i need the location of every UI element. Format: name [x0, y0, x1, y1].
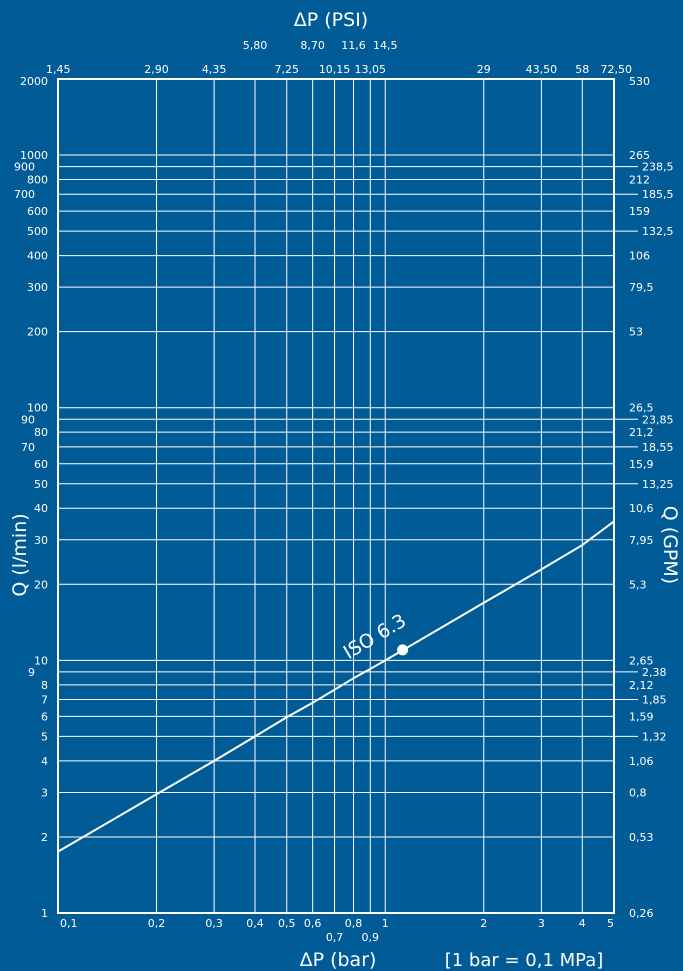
x-top-tick-label: 13,05 [355, 63, 387, 76]
x-bottom-tick-label: 0,6 [304, 917, 322, 930]
y-left-tick-label: 30 [34, 534, 48, 547]
y-left-tick-label: 60 [34, 458, 48, 471]
y-left-tick-label: 700 [14, 188, 35, 201]
series-label-iso-6-3: ISO 6.3 [340, 610, 410, 664]
x-axis-top-title: ΔP (PSI) [294, 9, 368, 31]
y-right-tick-label: 18,55 [642, 441, 674, 454]
x-bottom-tick-label: 0,8 [345, 917, 363, 930]
y-left-tick-label: 1000 [20, 149, 48, 162]
y-right-tick-label: 79,5 [629, 281, 654, 294]
grid-lines [57, 78, 638, 914]
y-right-tick-label: 2,38 [642, 666, 667, 679]
y-right-tick-label: 185,5 [642, 188, 674, 201]
y-right-tick-label: 2,65 [629, 654, 654, 667]
y-left-tick-label: 50 [34, 478, 48, 491]
y-right-tick-label: 1,85 [642, 693, 667, 706]
y-left-tick-label: 40 [34, 502, 48, 515]
x-bottom-tick-label: 0,4 [246, 917, 264, 930]
y-left-tick-label: 400 [27, 250, 48, 263]
y-left-tick-label: 9 [28, 666, 35, 679]
y-right-tick-label: 1,06 [629, 755, 654, 768]
y-left-tick-label: 800 [27, 174, 48, 187]
series-line-iso-6-3 [57, 520, 615, 853]
y-left-tick-label: 2 [41, 831, 48, 844]
y-left-tick-label: 200 [27, 326, 48, 339]
y-left-tick-label: 1 [41, 907, 48, 920]
y-right-tick-label: 1,32 [642, 730, 667, 743]
y-left-tick-label: 2000 [20, 75, 48, 88]
y-right-tick-label: 23,85 [642, 413, 674, 426]
x-bottom-tick-label: 1 [382, 917, 389, 930]
x-bottom-tick-label: 5 [607, 917, 614, 930]
y-left-tick-label: 20 [34, 578, 48, 591]
y-axis-left-title: Q (l/min) [9, 513, 31, 596]
x-bottom-tick-label: 4 [579, 917, 586, 930]
y-right-tick-label: 10,6 [629, 502, 654, 515]
data-point-marker [397, 644, 409, 656]
y-left-tick-label: 80 [34, 426, 48, 439]
y-right-tick-label: 0,53 [629, 831, 654, 844]
y-left-tick-label: 600 [27, 205, 48, 218]
y-left-tick-label: 8 [41, 679, 48, 692]
y-right-tick-label: 106 [629, 250, 650, 263]
x-top-tick-label: 29 [477, 63, 491, 76]
series-lines: ISO 6.3 [57, 520, 615, 853]
y-right-tick-label: 159 [629, 205, 650, 218]
y-right-tick-label: 26,5 [629, 402, 654, 415]
x-bottom-tick-label: 0,3 [205, 917, 223, 930]
x-bottom-tick-label: 0,2 [148, 917, 166, 930]
y-left-tick-label: 900 [14, 161, 35, 174]
y-left-tick-label: 100 [27, 402, 48, 415]
x-bottom-tick-label: 0,9 [362, 931, 380, 944]
x-top-tick-label: 4,35 [202, 63, 227, 76]
y-right-tick-label: 53 [629, 326, 643, 339]
y-right-tick-label: 5,3 [629, 578, 647, 591]
x-top-tick-label: 43,50 [526, 63, 558, 76]
y-left-tick-label: 7 [41, 693, 48, 706]
x-top-tick-label: 11,6 [341, 39, 366, 52]
y-right-tick-label: 530 [629, 75, 650, 88]
y-left-tick-label: 5 [41, 730, 48, 743]
y-right-tick-label: 21,2 [629, 426, 654, 439]
x-bottom-tick-label: 2 [480, 917, 487, 930]
y-right-tick-label: 238,5 [642, 161, 674, 174]
x-top-tick-label: 58 [575, 63, 589, 76]
y-left-tick-label: 70 [21, 441, 35, 454]
x-bottom-tick-label: 0,5 [278, 917, 296, 930]
y-left-tick-label: 90 [21, 413, 35, 426]
y-right-tick-label: 132,5 [642, 225, 674, 238]
y-right-tick-label: 1,59 [629, 710, 654, 723]
unit-note: [1 bar = 0,1 MPa] [445, 950, 604, 971]
y-right-tick-label: 212 [629, 174, 650, 187]
y-right-tick-label: 2,12 [629, 679, 654, 692]
y-left-tick-label: 10 [34, 654, 48, 667]
x-top-tick-label: 10,15 [319, 63, 351, 76]
y-right-tick-label: 0,8 [629, 786, 647, 799]
y-left-tick-label: 3 [41, 786, 48, 799]
y-right-tick-label: 7,95 [629, 534, 654, 547]
tick-labels: 0,1 0,2 0,3 0,4 0,5 0,60,70,80,91 2 3 4 51,45 2,90… [14, 39, 674, 944]
y-left-tick-label: 6 [41, 710, 48, 723]
x-top-tick-label: 7,25 [274, 63, 299, 76]
x-top-tick-label: 14,5 [373, 39, 398, 52]
y-right-tick-label: 13,25 [642, 478, 674, 491]
y-left-tick-label: 4 [41, 755, 48, 768]
x-top-tick-label: 8,70 [300, 39, 325, 52]
y-right-tick-label: 265 [629, 149, 650, 162]
y-left-tick-label: 500 [27, 225, 48, 238]
x-bottom-tick-label: 3 [538, 917, 545, 930]
x-top-tick-label: 2,90 [144, 63, 169, 76]
x-top-tick-label: 1,45 [46, 63, 71, 76]
x-bottom-tick-label: 0,1 [60, 917, 78, 930]
y-axis-right-title: Q (GPM) [659, 506, 681, 584]
plot-frame [57, 78, 615, 914]
y-right-tick-label: 0,26 [629, 907, 654, 920]
x-bottom-tick-label: 0,7 [326, 931, 344, 944]
y-left-tick-label: 300 [27, 281, 48, 294]
x-top-tick-label: 5,80 [243, 39, 268, 52]
y-right-tick-label: 15,9 [629, 458, 654, 471]
x-axis-bottom-title: ΔP (bar) [300, 949, 377, 971]
x-top-tick-label: 72,50 [601, 63, 633, 76]
